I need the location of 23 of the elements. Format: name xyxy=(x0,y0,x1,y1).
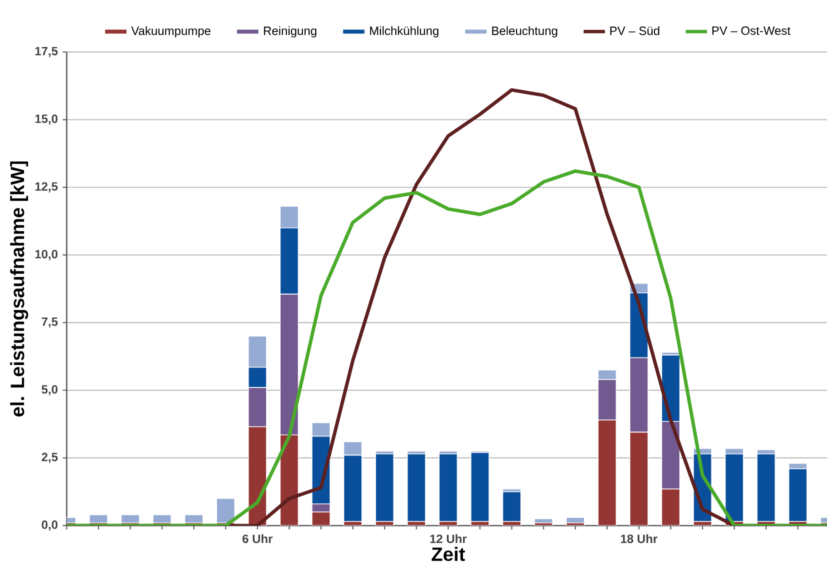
legend-label: PV – Ost-West xyxy=(712,26,790,35)
y-tick-label: 10,0 xyxy=(35,250,58,260)
x-axis-title: Zeit xyxy=(432,546,466,561)
x-tick-label: 12 Uhr xyxy=(430,534,467,543)
y-tick-label: 0,0 xyxy=(42,520,58,531)
x-tick-label: 18 Uhr xyxy=(621,534,658,543)
x-tick-label: 6 Uhr xyxy=(242,534,273,543)
bar xyxy=(312,422,330,437)
y-tick-label: 15,0 xyxy=(35,114,58,125)
y-tick-label: 7,5 xyxy=(42,317,58,328)
bar xyxy=(248,336,267,368)
y-tick-label: 12,5 xyxy=(35,182,58,192)
y-tick-label: 5,0 xyxy=(42,385,58,396)
legend-label: PV – Süd xyxy=(610,26,660,35)
y-axis-title: el. Leistungsaufnahme [kW] xyxy=(10,161,28,416)
legend-label: Beleuchtung xyxy=(492,26,558,38)
legend-label: Reinigung xyxy=(264,26,316,38)
bar xyxy=(280,206,299,228)
y-tick-label: 17,5 xyxy=(35,46,58,57)
y-tick-label: 2,5 xyxy=(42,452,58,463)
bar xyxy=(343,441,362,456)
legend-label: Vakuumpumpe xyxy=(131,26,210,38)
legend-label: Milchkühlung xyxy=(370,26,438,38)
